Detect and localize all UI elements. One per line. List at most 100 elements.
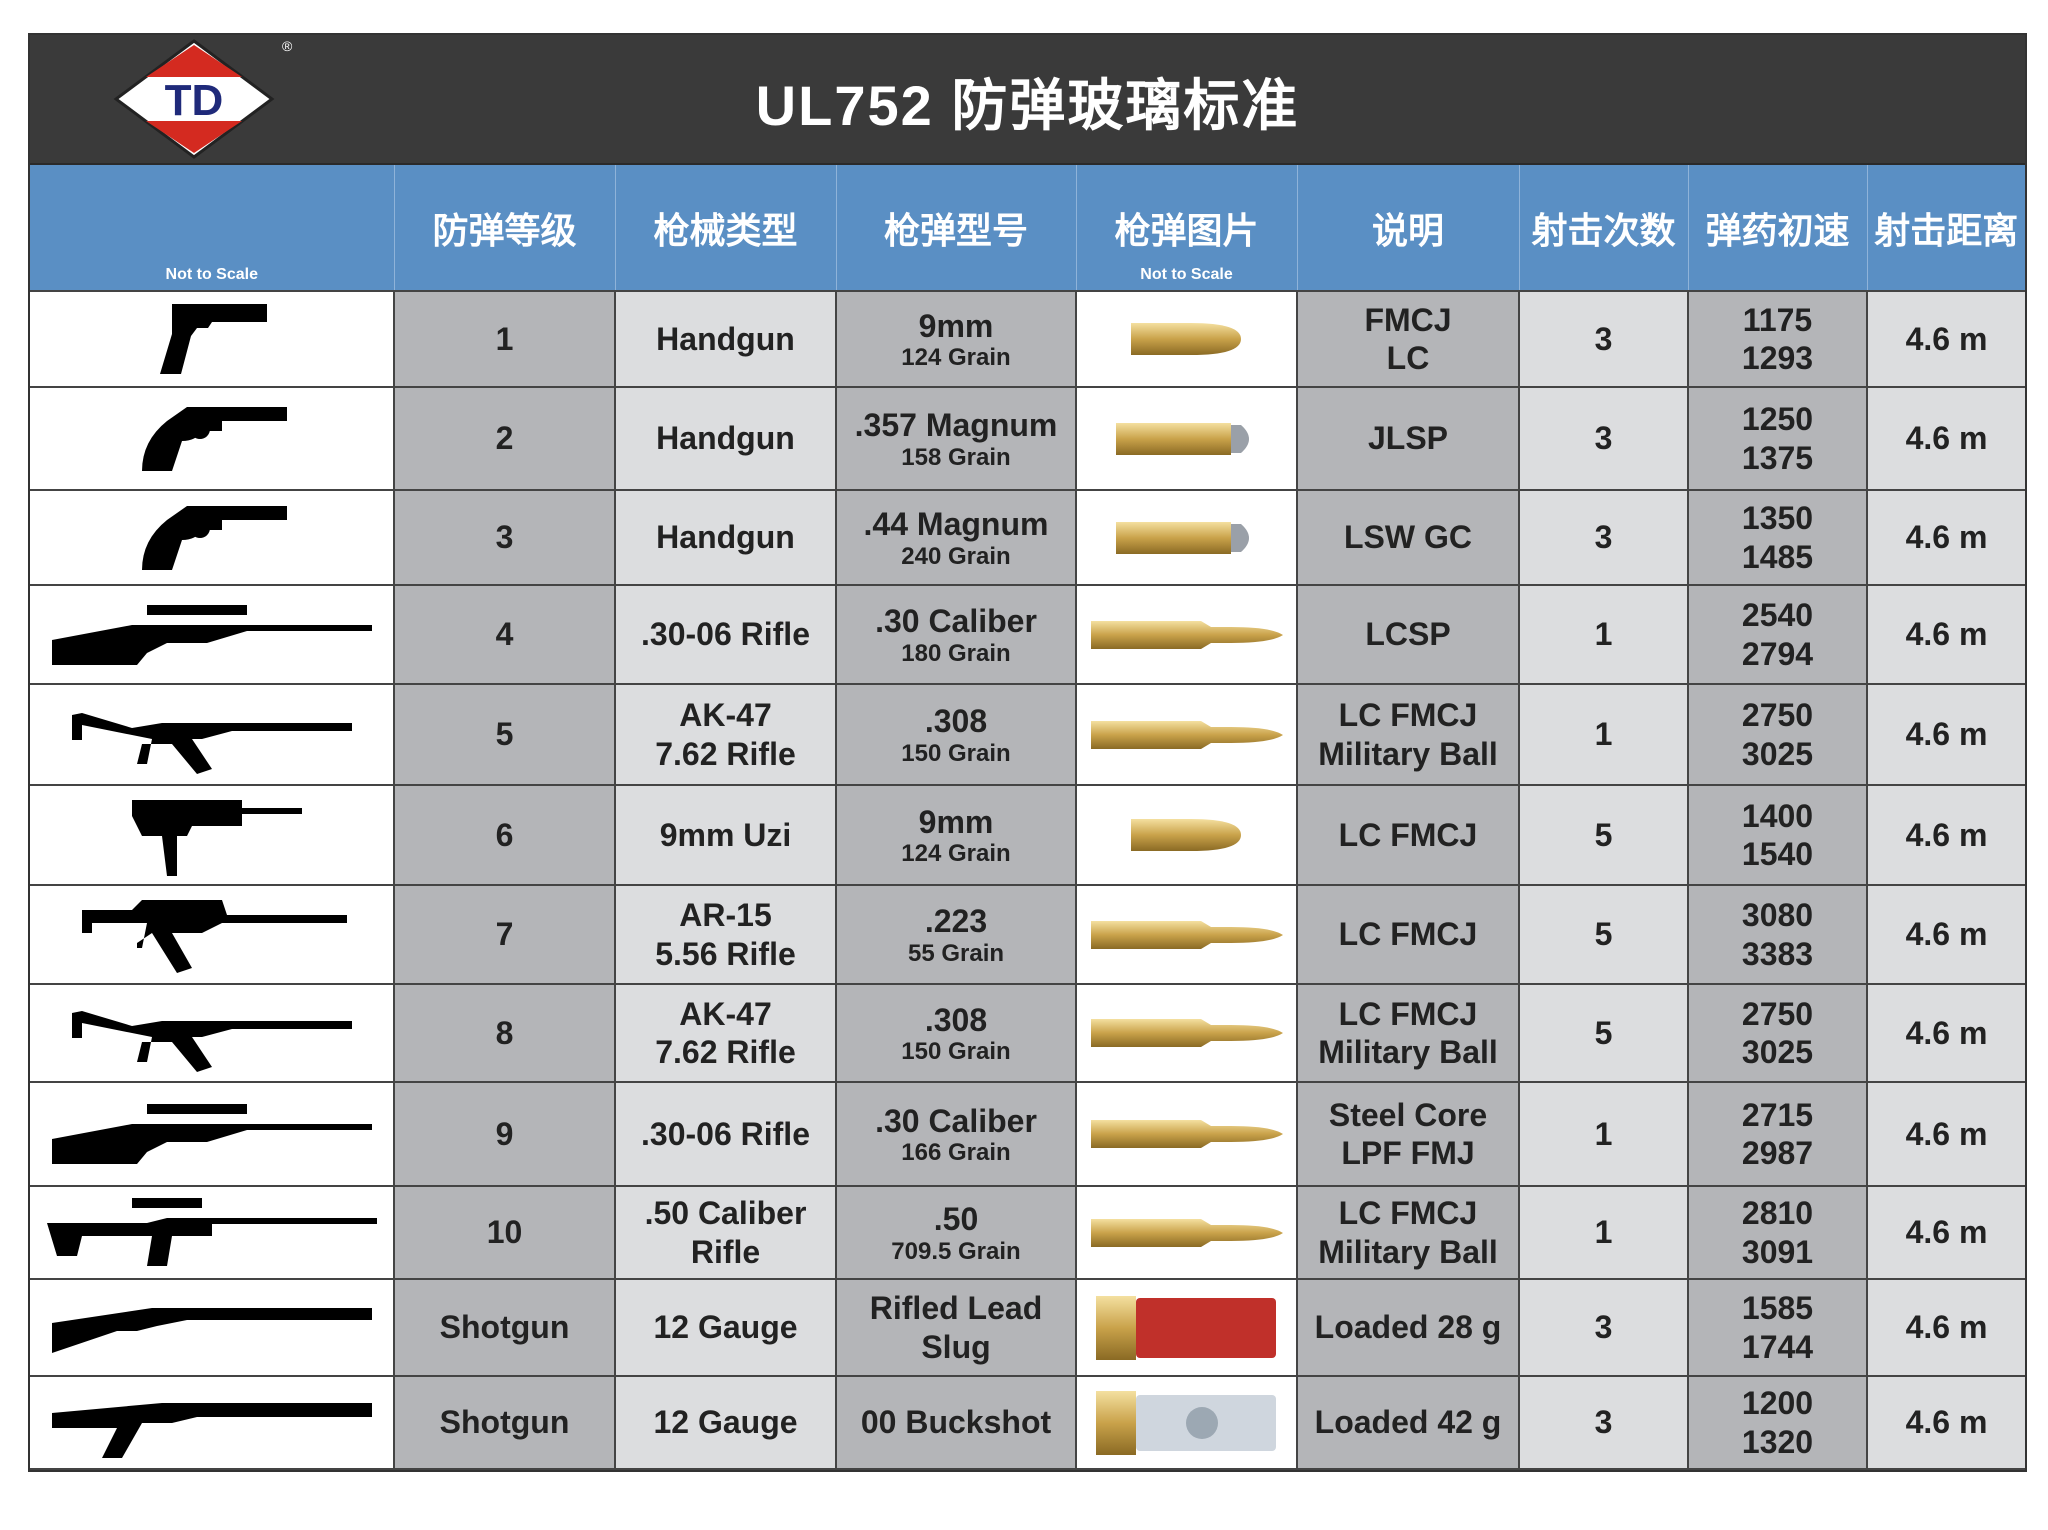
column-header-label: 射击次数 [1531,209,1676,251]
description: LC FMCJ Military Ball [1296,983,1520,1083]
level: Shotgun [393,1278,616,1377]
level: 7 [393,884,616,985]
table-row: 1 Handgun 9mm 124 Grain FMCJ LC 3 1175 1293 4.6 m [30,290,2025,388]
ammo-model-text: Rifled Lead [869,1290,1043,1327]
ammo-model-text: .357 Magnum [854,407,1058,444]
shot-count: 1 [1518,683,1689,786]
muzzle-velocity-text: 1200 [1741,1385,1814,1422]
muzzle-velocity-text: 2750 [1741,697,1814,734]
description: Loaded 42 g [1296,1375,1520,1470]
level-text: 2 [495,420,514,457]
gun-type-text: Handgun [656,420,795,457]
ammo-model-text: .30 Caliber [875,1102,1037,1139]
ammo-model-text-2: 166 Grain [901,1139,1011,1166]
description: LSW GC [1296,489,1520,586]
muzzle-velocity-text-2: 1540 [1741,836,1814,872]
ammo-model: 00 Buckshot [835,1375,1077,1470]
shooting-distance: 4.6 m [1866,386,2025,491]
muzzle-velocity: 1585 1744 [1687,1278,1868,1377]
table-row: 7 AR-15 5.56 Rifle .223 55 Grain LC FMCJ 5 3080… [30,884,2025,985]
description: FMCJ LC [1296,290,1520,388]
svg-text:®: ® [282,38,293,54]
column-header-description: 说明 [1296,165,1519,291]
ammo-model-text: .223 [924,903,988,940]
gun-type-text: 9mm Uzi [659,816,792,853]
column-header-label: 枪弹型号 [883,209,1028,251]
column-header-shot-count: 射击次数 [1518,165,1688,291]
table-row: 8 AK-47 7.62 Rifle .308 150 Grain LC FMCJ Mili… [30,983,2025,1083]
column-header-muzzle-velocity: 弹药初速 [1687,165,1867,291]
muzzle-velocity-text-2: 2794 [1741,635,1814,672]
scoped-rifle-icon [30,1081,395,1187]
ammo-model-text-2: 240 Grain [901,542,1011,570]
gun-type: Handgun [614,290,837,388]
gun-type: .30-06 Rifle [614,584,837,685]
level: 3 [393,489,616,586]
level-text: 6 [495,816,514,853]
ammo-model-text-2: 124 Grain [901,840,1011,867]
level-text: 5 [495,716,514,753]
muzzle-velocity-text-2: 1485 [1741,538,1814,575]
muzzle-velocity: 2750 3025 [1687,983,1868,1083]
column-header-ammo-model: 枪弹型号 [835,165,1076,291]
level-text: 4 [495,616,514,653]
rifle-bullet-icon [1075,1185,1298,1280]
muzzle-velocity-text-2: 3025 [1741,735,1814,772]
gun-type: AK-47 7.62 Rifle [614,683,837,786]
shooting-distance-text: 4.6 m [1905,1309,1988,1346]
pistol-bullet-icon [1075,290,1298,388]
muzzle-velocity: 3080 3383 [1687,884,1868,985]
description-text: FMCJ [1364,301,1452,338]
gun-type: 9mm Uzi [614,784,837,886]
gun-type-text: .50 Caliber [644,1195,807,1232]
gun-type-text: AK-47 [679,995,772,1032]
muzzle-velocity: 1350 1485 [1687,489,1868,586]
ammo-model: .308 150 Grain [835,983,1077,1083]
gun-type-text: 12 Gauge [653,1309,798,1346]
pistol-bullet-icon [1075,784,1298,886]
title-bar: TD ® UL752 防弹玻璃标准 [30,35,2025,165]
muzzle-velocity-text-2: 3383 [1741,935,1814,972]
ammo-model: .30 Caliber 166 Grain [835,1081,1077,1187]
rifle-bullet-icon [1075,1081,1298,1187]
rifle-bullet-icon [1075,683,1298,786]
pistol-grip-shotgun-icon [30,1375,395,1470]
ammo-model-text-2: 180 Grain [901,639,1011,667]
description: LC FMCJ Military Ball [1296,683,1520,786]
column-header-gun: Not to Scale [30,165,394,291]
gun-type: AK-47 7.62 Rifle [614,983,837,1083]
shot-count-text: 1 [1594,616,1613,653]
gun-type: 12 Gauge [614,1375,837,1470]
ammo-model: 9mm 124 Grain [835,290,1077,388]
shooting-distance-text: 4.6 m [1905,519,1988,556]
description-text-2: Military Ball [1318,1034,1498,1070]
ak47-icon [30,683,395,786]
muzzle-velocity-text-2: 1293 [1741,340,1814,376]
column-header-gun-type: 枪械类型 [614,165,836,291]
description: Steel Core LPF FMJ [1296,1081,1520,1187]
ammo-model: .30 Caliber 180 Grain [835,584,1077,685]
shot-count: 1 [1518,1185,1689,1280]
shooting-distance: 4.6 m [1866,784,2025,886]
level: 5 [393,683,616,786]
description-text: LSW GC [1344,519,1472,556]
description-text: Steel Core [1328,1096,1488,1133]
shooting-distance-text: 4.6 m [1905,320,1988,357]
handgun-icon [30,290,395,388]
level-text: 7 [495,916,514,953]
shooting-distance: 4.6 m [1866,290,2025,388]
shot-count: 3 [1518,1278,1689,1377]
gun-type-text: .30-06 Rifle [641,616,810,653]
description: LC FMCJ [1296,784,1520,886]
revolver-icon [30,386,395,491]
muzzle-velocity-text: 2750 [1741,995,1814,1032]
ammo-model-text-2: 150 Grain [901,1038,1011,1065]
ammo-model-text: .30 Caliber [875,603,1037,640]
ammo-model-text: 9mm [918,803,994,840]
muzzle-velocity: 2715 2987 [1687,1081,1868,1187]
gun-type: .30-06 Rifle [614,1081,837,1187]
ammo-model: .308 150 Grain [835,683,1077,786]
gun-type: Handgun [614,386,837,491]
muzzle-velocity-text: 1400 [1741,797,1814,834]
ammo-model: .357 Magnum 158 Grain [835,386,1077,491]
